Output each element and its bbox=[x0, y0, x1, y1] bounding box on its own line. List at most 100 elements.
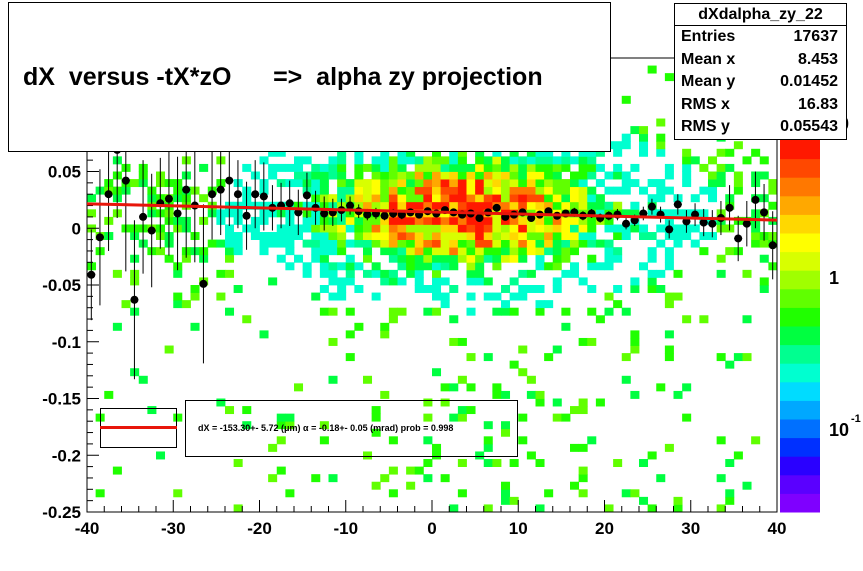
heatmap-cell bbox=[414, 285, 424, 293]
heatmap-cell bbox=[518, 285, 528, 293]
legend-fit-line bbox=[100, 426, 177, 429]
heatmap-cell bbox=[233, 285, 243, 293]
heatmap-cell bbox=[483, 443, 493, 452]
heatmap-cell bbox=[544, 239, 554, 248]
heatmap-cell bbox=[613, 148, 623, 157]
heatmap-cell bbox=[440, 254, 450, 263]
heatmap-cell bbox=[328, 269, 338, 278]
heatmap-cell bbox=[354, 186, 364, 195]
heatmap-cell bbox=[363, 186, 373, 195]
heatmap-cell bbox=[449, 239, 459, 248]
heatmap-cell bbox=[552, 247, 562, 256]
heatmap-cell bbox=[535, 163, 545, 172]
heatmap-cell bbox=[526, 179, 536, 188]
heatmap-cell bbox=[354, 262, 364, 271]
heatmap-cell bbox=[423, 216, 433, 225]
heatmap-cell bbox=[406, 466, 416, 475]
color-scale-band bbox=[780, 344, 820, 364]
heatmap-cell bbox=[242, 406, 252, 415]
heatmap-cell bbox=[406, 239, 416, 248]
y-tick-label: 0 bbox=[72, 219, 81, 238]
heatmap-cell bbox=[285, 413, 295, 422]
heatmap-cell bbox=[363, 194, 373, 203]
heatmap-cell bbox=[380, 247, 390, 256]
heatmap-cell bbox=[544, 300, 554, 309]
heatmap-cell bbox=[656, 141, 666, 150]
heatmap-cell bbox=[613, 459, 623, 467]
heatmap-cell bbox=[414, 194, 424, 203]
heatmap-cell bbox=[475, 148, 485, 157]
heatmap-cell bbox=[457, 459, 467, 467]
heatmap-cell bbox=[544, 148, 554, 157]
heatmap-cell bbox=[570, 247, 580, 256]
heatmap-cell bbox=[449, 413, 459, 422]
heatmap-cell bbox=[595, 179, 605, 188]
heatmap-cell bbox=[578, 163, 588, 172]
heatmap-cell bbox=[440, 383, 450, 392]
heatmap-cell bbox=[578, 398, 588, 407]
heatmap-cell bbox=[509, 277, 519, 286]
heatmap-cell bbox=[630, 489, 640, 498]
heatmap-cell bbox=[561, 254, 571, 263]
heatmap-cell bbox=[87, 194, 97, 203]
heatmap-cell bbox=[457, 406, 467, 415]
heatmap-cell bbox=[561, 156, 571, 165]
heatmap-cell bbox=[526, 451, 536, 460]
heatmap-cell bbox=[466, 277, 476, 286]
heatmap-cell bbox=[682, 163, 692, 172]
heatmap-cell bbox=[432, 232, 442, 240]
heatmap-cell bbox=[526, 148, 536, 157]
heatmap-cell bbox=[414, 224, 424, 233]
heatmap-cell bbox=[449, 194, 459, 203]
heatmap-cell bbox=[595, 262, 605, 271]
heatmap-cell bbox=[578, 201, 588, 210]
heatmap-cell bbox=[311, 163, 321, 172]
heatmap-cell bbox=[759, 254, 769, 263]
heatmap-cell bbox=[509, 186, 519, 195]
heatmap-cell bbox=[285, 247, 295, 256]
heatmap-cell bbox=[345, 277, 355, 286]
heatmap-cell bbox=[319, 171, 329, 180]
heatmap-cell bbox=[518, 186, 528, 195]
heatmap-cell bbox=[630, 277, 640, 286]
heatmap-cell bbox=[613, 141, 623, 150]
heatmap-cell bbox=[380, 232, 390, 240]
heatmap-cell bbox=[268, 171, 278, 180]
heatmap-cell bbox=[518, 232, 528, 240]
heatmap-cell bbox=[449, 285, 459, 293]
heatmap-cell bbox=[311, 239, 321, 248]
heatmap-cell bbox=[466, 406, 476, 415]
heatmap-cell bbox=[630, 201, 640, 210]
heatmap-cell bbox=[432, 224, 442, 233]
heatmap-cell bbox=[483, 421, 493, 430]
heatmap-cell bbox=[570, 239, 580, 248]
heatmap-cell bbox=[578, 186, 588, 195]
heatmap-cell bbox=[535, 201, 545, 210]
heatmap-cell bbox=[380, 156, 390, 165]
y-tick-label: -0.15 bbox=[42, 390, 81, 409]
heatmap-cell bbox=[406, 232, 416, 240]
heatmap-cell bbox=[501, 186, 511, 195]
heatmap-cell bbox=[535, 224, 545, 233]
heatmap-cell bbox=[733, 353, 743, 362]
heatmap-cell bbox=[587, 194, 597, 203]
heatmap-cell bbox=[414, 186, 424, 195]
heatmap-cell bbox=[587, 232, 597, 240]
heatmap-cell bbox=[509, 254, 519, 263]
heatmap-cell bbox=[432, 156, 442, 165]
heatmap-cell bbox=[388, 489, 398, 498]
heatmap-cell bbox=[371, 224, 381, 233]
heatmap-cell bbox=[751, 224, 761, 233]
heatmap-cell bbox=[492, 254, 502, 263]
heatmap-cell bbox=[492, 156, 502, 165]
heatmap-cell bbox=[544, 247, 554, 256]
heatmap-cell bbox=[535, 156, 545, 165]
heatmap-cell bbox=[501, 232, 511, 240]
heatmap-cell bbox=[742, 481, 752, 490]
heatmap-cell bbox=[535, 262, 545, 271]
heatmap-cell bbox=[225, 232, 235, 240]
heatmap-cell bbox=[225, 269, 235, 278]
heatmap-cell bbox=[328, 247, 338, 256]
heatmap-cell bbox=[457, 254, 467, 263]
heatmap-cell bbox=[112, 322, 122, 331]
